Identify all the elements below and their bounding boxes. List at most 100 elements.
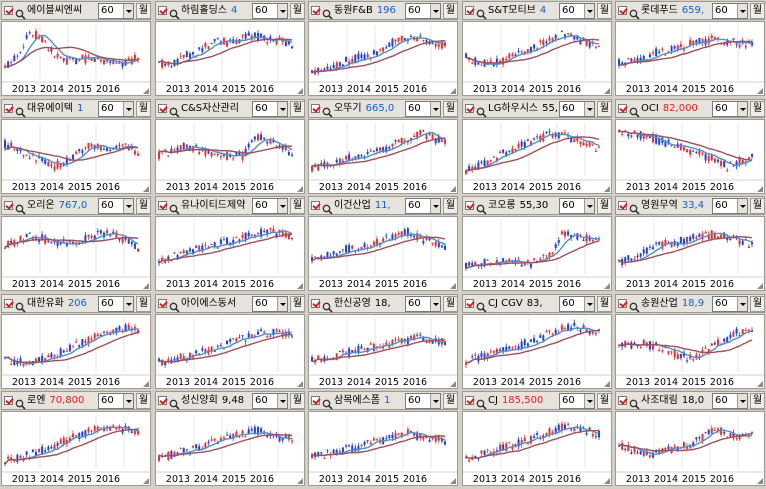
resize-corner-icon[interactable]	[450, 186, 456, 192]
chevron-down-icon[interactable]	[737, 4, 747, 18]
chevron-down-icon[interactable]	[277, 4, 287, 18]
search-icon[interactable]	[476, 5, 487, 20]
chevron-down-icon[interactable]	[584, 394, 594, 408]
stock-name-label[interactable]: 삼목에스폼 1	[334, 394, 404, 408]
period-unit-button[interactable]: 월	[290, 101, 305, 117]
stock-name-label[interactable]: 유나이티드제약	[181, 199, 251, 213]
checkbox-icon[interactable]	[311, 201, 320, 210]
checkbox-icon[interactable]	[618, 6, 627, 15]
chevron-down-icon[interactable]	[584, 199, 594, 213]
period-unit-button[interactable]: 월	[136, 296, 151, 312]
period-unit-button[interactable]: 월	[136, 3, 151, 19]
checkbox-icon[interactable]	[158, 396, 167, 405]
period-select[interactable]: 60	[559, 3, 595, 19]
checkbox-icon[interactable]	[465, 299, 474, 308]
period-unit-button[interactable]: 월	[750, 198, 765, 214]
period-unit-button[interactable]: 월	[443, 101, 458, 117]
period-unit-button[interactable]: 월	[290, 198, 305, 214]
chevron-down-icon[interactable]	[584, 102, 594, 116]
period-unit-button[interactable]: 월	[443, 393, 458, 409]
period-unit-button[interactable]: 월	[597, 101, 612, 117]
checkbox-icon[interactable]	[618, 104, 627, 113]
period-select[interactable]: 60	[405, 101, 441, 117]
stock-name-label[interactable]: 이건산업 11,	[334, 199, 404, 213]
search-icon[interactable]	[169, 395, 180, 410]
search-icon[interactable]	[15, 103, 26, 118]
search-icon[interactable]	[629, 298, 640, 313]
stock-name-label[interactable]: 송원산업 18,9	[641, 297, 711, 311]
search-icon[interactable]	[322, 298, 333, 313]
stock-name-label[interactable]: 한신공영 18,	[334, 297, 404, 311]
resize-corner-icon[interactable]	[757, 88, 763, 94]
stock-name-label[interactable]: 롯데푸드 659,	[641, 4, 711, 18]
resize-corner-icon[interactable]	[143, 478, 149, 484]
chevron-down-icon[interactable]	[737, 102, 747, 116]
period-unit-button[interactable]: 월	[290, 296, 305, 312]
chevron-down-icon[interactable]	[430, 199, 440, 213]
checkbox-icon[interactable]	[465, 396, 474, 405]
period-unit-button[interactable]: 월	[597, 198, 612, 214]
checkbox-icon[interactable]	[465, 201, 474, 210]
search-icon[interactable]	[15, 395, 26, 410]
chevron-down-icon[interactable]	[430, 297, 440, 311]
chevron-down-icon[interactable]	[737, 394, 747, 408]
chevron-down-icon[interactable]	[737, 297, 747, 311]
search-icon[interactable]	[629, 103, 640, 118]
checkbox-icon[interactable]	[4, 104, 13, 113]
period-select[interactable]: 60	[98, 198, 134, 214]
checkbox-icon[interactable]	[158, 201, 167, 210]
stock-name-label[interactable]: CJ 185,500	[488, 394, 558, 408]
resize-corner-icon[interactable]	[604, 381, 610, 387]
stock-name-label[interactable]: 오뚜기 665,0	[334, 102, 404, 116]
period-unit-button[interactable]: 월	[750, 101, 765, 117]
checkbox-icon[interactable]	[158, 6, 167, 15]
stock-name-label[interactable]: 아이에스동서	[181, 297, 251, 311]
period-select[interactable]: 60	[252, 101, 288, 117]
period-select[interactable]: 60	[252, 198, 288, 214]
chevron-down-icon[interactable]	[123, 297, 133, 311]
stock-name-label[interactable]: C&S자산관리	[181, 102, 251, 116]
period-select[interactable]: 60	[712, 101, 748, 117]
checkbox-icon[interactable]	[311, 396, 320, 405]
stock-name-label[interactable]: 로엔 70,800	[27, 394, 97, 408]
period-unit-button[interactable]: 월	[290, 3, 305, 19]
checkbox-icon[interactable]	[158, 299, 167, 308]
search-icon[interactable]	[15, 298, 26, 313]
period-select[interactable]: 60	[405, 393, 441, 409]
chevron-down-icon[interactable]	[430, 394, 440, 408]
period-select[interactable]: 60	[712, 198, 748, 214]
search-icon[interactable]	[476, 200, 487, 215]
resize-corner-icon[interactable]	[604, 283, 610, 289]
search-icon[interactable]	[322, 103, 333, 118]
stock-name-label[interactable]: 사조대림 18,0	[641, 394, 711, 408]
chevron-down-icon[interactable]	[123, 199, 133, 213]
resize-corner-icon[interactable]	[450, 381, 456, 387]
period-unit-button[interactable]: 월	[750, 3, 765, 19]
search-icon[interactable]	[629, 200, 640, 215]
resize-corner-icon[interactable]	[297, 478, 303, 484]
period-select[interactable]: 60	[252, 3, 288, 19]
checkbox-icon[interactable]	[311, 299, 320, 308]
stock-name-label[interactable]: 대유에이텍 1	[27, 102, 97, 116]
period-unit-button[interactable]: 월	[597, 393, 612, 409]
period-select[interactable]: 60	[559, 296, 595, 312]
checkbox-icon[interactable]	[4, 396, 13, 405]
checkbox-icon[interactable]	[618, 396, 627, 405]
search-icon[interactable]	[476, 395, 487, 410]
period-select[interactable]: 60	[98, 101, 134, 117]
resize-corner-icon[interactable]	[450, 478, 456, 484]
period-unit-button[interactable]: 월	[443, 296, 458, 312]
stock-name-label[interactable]: CJ CGV 83,	[488, 297, 558, 311]
period-select[interactable]: 60	[405, 3, 441, 19]
resize-corner-icon[interactable]	[143, 283, 149, 289]
search-icon[interactable]	[322, 5, 333, 20]
search-icon[interactable]	[169, 200, 180, 215]
checkbox-icon[interactable]	[4, 6, 13, 15]
stock-name-label[interactable]: 에이블씨엔씨	[27, 4, 97, 18]
chevron-down-icon[interactable]	[430, 4, 440, 18]
period-unit-button[interactable]: 월	[443, 3, 458, 19]
resize-corner-icon[interactable]	[450, 88, 456, 94]
resize-corner-icon[interactable]	[143, 88, 149, 94]
stock-name-label[interactable]: 성신양회 9,48	[181, 394, 251, 408]
